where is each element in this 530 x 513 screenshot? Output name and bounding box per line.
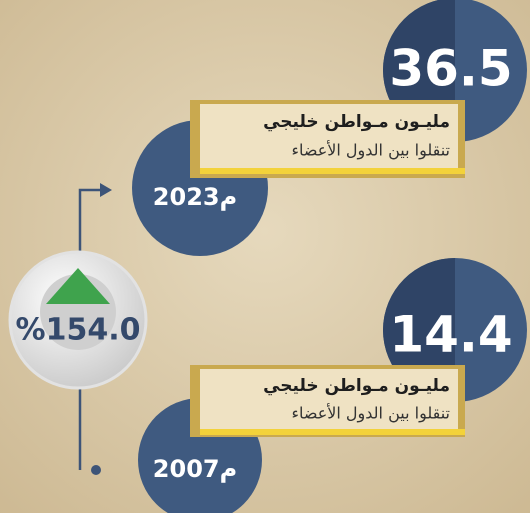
label-box xyxy=(200,104,458,168)
year: 2023م xyxy=(153,183,237,211)
change-value: %154.0 xyxy=(16,313,141,348)
subtitle: تنقلوا بين الدول الأعضاء xyxy=(291,140,450,161)
title: مليـون مـواطن خليجي xyxy=(263,376,450,396)
subtitle: تنقلوا بين الدول الأعضاء xyxy=(291,403,450,424)
item: 14.4 مليـون مـواطن خليجي تنقلوا بين الدو… xyxy=(138,258,527,513)
label-box xyxy=(200,369,458,429)
title: مليـون مـواطن خليجي xyxy=(263,112,450,132)
connector-dot xyxy=(91,465,101,475)
year: 2007م xyxy=(153,455,237,483)
ribbon-edge xyxy=(200,429,465,435)
up-triangle xyxy=(46,268,110,304)
arrow-head xyxy=(100,183,112,197)
value: 14.4 xyxy=(389,306,512,364)
ribbon-edge xyxy=(200,168,465,174)
item: 36.5 مليـون مـواطن خليجي تنقلوا بين الدو… xyxy=(132,0,527,256)
value: 36.5 xyxy=(389,40,512,98)
